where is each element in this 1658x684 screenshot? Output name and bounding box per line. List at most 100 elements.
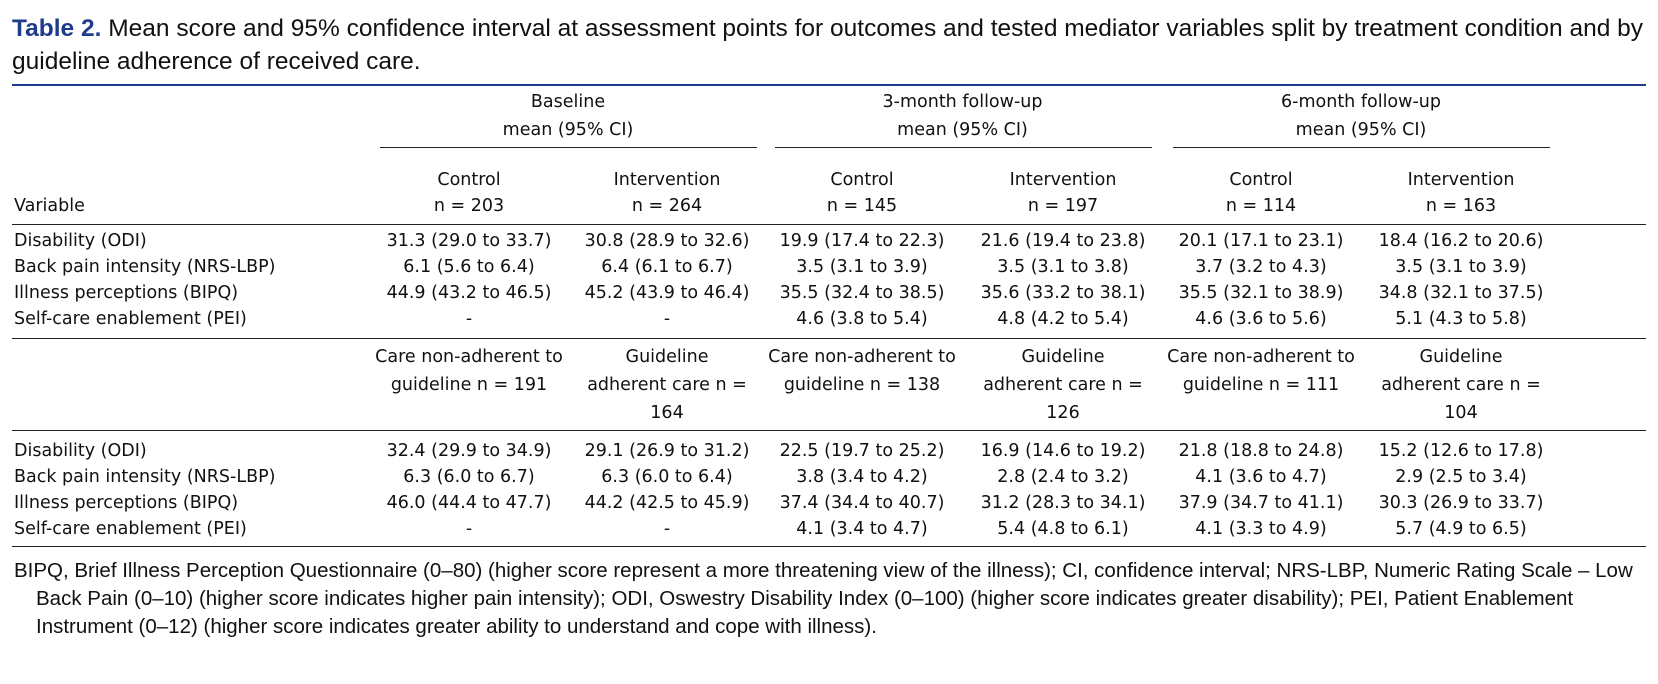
cell: - xyxy=(663,309,671,329)
group-header: 3-month follow-up xyxy=(882,92,1043,112)
cell: 20.1 (17.1 to 23.1) xyxy=(1178,231,1344,251)
rule xyxy=(12,224,1646,225)
cell: 6.3 (6.0 to 6.7) xyxy=(403,467,535,487)
group-header: mean (95% CI) xyxy=(897,120,1028,140)
rule xyxy=(1173,147,1550,148)
cell: 6.1 (5.6 to 6.4) xyxy=(403,257,535,277)
group-header: Baseline xyxy=(530,92,606,112)
cell: 3.5 (3.1 to 3.9) xyxy=(1395,257,1527,277)
top-rule xyxy=(12,84,1646,86)
column-header: 126 xyxy=(1046,403,1080,423)
column-header: Control xyxy=(437,170,501,190)
rule xyxy=(12,430,1646,431)
column-header: Intervention xyxy=(1009,170,1117,190)
cell: 5.4 (4.8 to 6.1) xyxy=(997,519,1129,539)
cell: 44.2 (42.5 to 45.9) xyxy=(584,493,750,513)
cell: 2.8 (2.4 to 3.2) xyxy=(997,467,1129,487)
cell: 35.6 (33.2 to 38.1) xyxy=(980,283,1146,303)
cell: 6.4 (6.1 to 6.7) xyxy=(601,257,733,277)
column-header: n = 197 xyxy=(1027,196,1099,216)
cell: 4.6 (3.8 to 5.4) xyxy=(796,309,928,329)
cell: - xyxy=(465,309,473,329)
cell: 4.8 (4.2 to 5.4) xyxy=(997,309,1129,329)
row-label: Disability (ODI) xyxy=(14,441,147,461)
row-label: Illness perceptions (BIPQ) xyxy=(14,493,239,513)
rule xyxy=(774,147,1152,148)
cell: 35.5 (32.4 to 38.5) xyxy=(779,283,945,303)
caption: Table 2. Mean score and 95% confidence i… xyxy=(12,12,1652,78)
cell: 3.7 (3.2 to 4.3) xyxy=(1195,257,1327,277)
column-header: adherent care n = xyxy=(587,375,747,395)
column-header: guideline n = 138 xyxy=(783,375,941,395)
column-header: Control xyxy=(1229,170,1293,190)
cell: - xyxy=(465,519,473,539)
column-header: Guideline xyxy=(1021,347,1105,367)
cell: 3.8 (3.4 to 4.2) xyxy=(796,467,928,487)
column-header: Control xyxy=(830,170,894,190)
cell: 31.3 (29.0 to 33.7) xyxy=(386,231,552,251)
cell: 32.4 (29.9 to 34.9) xyxy=(386,441,552,461)
cell: 4.1 (3.3 to 4.9) xyxy=(1195,519,1327,539)
column-header: n = 203 xyxy=(433,196,505,216)
rule xyxy=(12,546,1646,547)
column-header: Intervention xyxy=(1407,170,1515,190)
column-header: guideline n = 191 xyxy=(390,375,548,395)
cell: 5.7 (4.9 to 6.5) xyxy=(1395,519,1527,539)
column-header: 164 xyxy=(650,403,684,423)
caption-text: Mean score and 95% confidence interval a… xyxy=(12,15,1644,75)
column-header: 104 xyxy=(1444,403,1478,423)
cell: 3.5 (3.1 to 3.8) xyxy=(997,257,1129,277)
rule xyxy=(12,338,1646,339)
row-label: Disability (ODI) xyxy=(14,231,147,251)
cell: 4.6 (3.6 to 5.6) xyxy=(1195,309,1327,329)
column-header: Care non-adherent to xyxy=(768,347,956,367)
cell: 3.5 (3.1 to 3.9) xyxy=(796,257,928,277)
cell: - xyxy=(663,519,671,539)
cell: 34.8 (32.1 to 37.5) xyxy=(1378,283,1544,303)
cell: 19.9 (17.4 to 22.3) xyxy=(779,231,945,251)
cell: 30.3 (26.9 to 33.7) xyxy=(1378,493,1544,513)
cell: 18.4 (16.2 to 20.6) xyxy=(1378,231,1544,251)
cell: 21.8 (18.8 to 24.8) xyxy=(1178,441,1344,461)
row-label: Back pain intensity (NRS-LBP) xyxy=(14,467,276,487)
row-label: Back pain intensity (NRS-LBP) xyxy=(14,257,276,277)
group-header: mean (95% CI) xyxy=(502,120,634,140)
cell: 6.3 (6.0 to 6.4) xyxy=(601,467,733,487)
group-header: mean (95% CI) xyxy=(1295,120,1427,140)
cell: 15.2 (12.6 to 17.8) xyxy=(1378,441,1544,461)
cell: 29.1 (26.9 to 31.2) xyxy=(584,441,750,461)
cell: 44.9 (43.2 to 46.5) xyxy=(386,283,552,303)
column-header: n = 163 xyxy=(1425,196,1497,216)
cell: 22.5 (19.7 to 25.2) xyxy=(779,441,945,461)
column-header: adherent care n = xyxy=(983,375,1143,395)
rule xyxy=(380,147,757,148)
cell: 4.1 (3.6 to 4.7) xyxy=(1195,467,1327,487)
footnote: BIPQ, Brief Illness Perception Questionn… xyxy=(14,559,1633,638)
cell: 37.9 (34.7 to 41.1) xyxy=(1178,493,1344,513)
cell: 5.1 (4.3 to 5.8) xyxy=(1395,309,1527,329)
column-header: Intervention xyxy=(613,170,721,190)
row-label: Self-care enablement (PEI) xyxy=(14,519,247,539)
cell: 2.9 (2.5 to 3.4) xyxy=(1395,467,1527,487)
column-header: guideline n = 111 xyxy=(1182,375,1340,395)
cell: 30.8 (28.9 to 32.6) xyxy=(584,231,750,251)
cell: 21.6 (19.4 to 23.8) xyxy=(980,231,1146,251)
cell: 45.2 (43.9 to 46.4) xyxy=(584,283,750,303)
column-header: Guideline xyxy=(625,347,709,367)
column-header: Care non-adherent to xyxy=(375,347,563,367)
column-header: adherent care n = xyxy=(1381,375,1541,395)
column-header: n = 264 xyxy=(631,196,703,216)
cell: 35.5 (32.1 to 38.9) xyxy=(1178,283,1344,303)
cell: 46.0 (44.4 to 47.7) xyxy=(386,493,552,513)
caption-label: Table 2. xyxy=(12,15,102,42)
column-header: Guideline xyxy=(1419,347,1503,367)
row-label: Self-care enablement (PEI) xyxy=(14,309,247,329)
cell: 4.1 (3.4 to 4.7) xyxy=(796,519,928,539)
column-header: n = 145 xyxy=(826,196,898,216)
column-header: n = 114 xyxy=(1225,196,1297,216)
column-header: Care non-adherent to xyxy=(1167,347,1355,367)
group-header: 6-month follow-up xyxy=(1281,92,1441,112)
cell: 31.2 (28.3 to 34.1) xyxy=(980,493,1146,513)
row-label: Illness perceptions (BIPQ) xyxy=(14,283,239,303)
